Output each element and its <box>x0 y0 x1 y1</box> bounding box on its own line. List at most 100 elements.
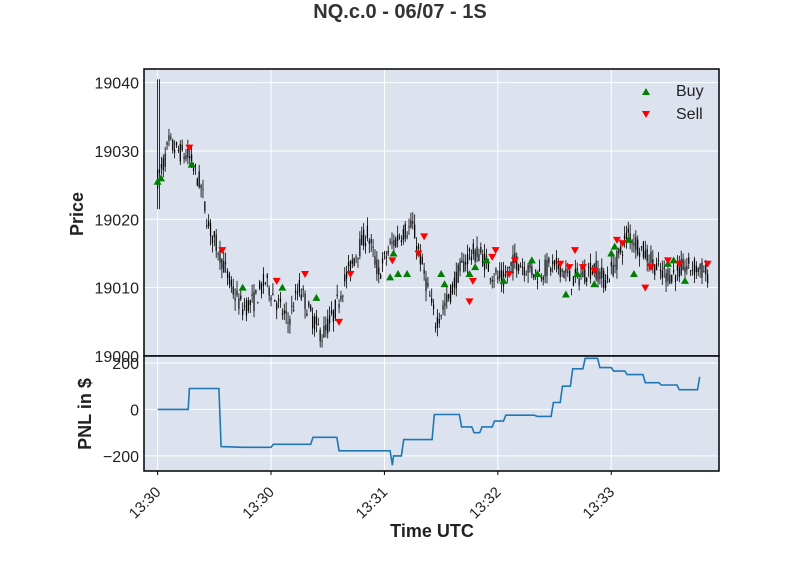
buy-marker <box>471 263 480 271</box>
price-candle-body <box>438 318 440 324</box>
price-candle-body <box>415 246 418 251</box>
price-candle-body <box>259 281 261 289</box>
price-candle-body <box>260 284 263 294</box>
price-candle-body <box>533 273 535 278</box>
price-candle-body <box>669 274 671 284</box>
price-candle-body <box>312 315 314 329</box>
price-candle-body <box>536 282 539 284</box>
price-candle-body <box>194 164 197 167</box>
price-candle-body <box>247 300 249 311</box>
price-candle-body <box>604 280 607 289</box>
price-candle-body <box>650 251 652 263</box>
price-candle-body <box>251 293 253 296</box>
price-candle-body <box>164 153 166 167</box>
price-candle-body <box>463 261 465 272</box>
sell-marker <box>272 277 281 285</box>
pnl-grid <box>144 356 719 471</box>
price-candle-body <box>557 261 559 270</box>
price-candle-body <box>226 270 229 278</box>
price-candle-body <box>353 258 355 266</box>
price-candle-body <box>531 266 533 276</box>
price-candle-body <box>202 188 204 190</box>
buy-marker <box>437 270 446 277</box>
price-candle-body <box>213 231 215 238</box>
price-candle-body <box>196 178 198 186</box>
sell-marker <box>414 250 423 258</box>
price-candle-body <box>192 166 195 171</box>
price-candle-body <box>168 135 170 141</box>
price-candle-body <box>440 315 442 317</box>
price-candle-body <box>563 271 565 279</box>
price-candle-body <box>321 340 323 342</box>
price-candle-body <box>550 268 552 272</box>
price-candle-body <box>661 270 663 278</box>
price-y-tick-label: 19030 <box>95 144 140 161</box>
price-candle-body <box>616 251 618 270</box>
buy-marker <box>607 249 616 257</box>
price-candle-body <box>319 329 321 342</box>
price-candle-body <box>294 290 297 293</box>
price-candle-body <box>574 268 576 275</box>
price-candle-body <box>544 259 546 277</box>
price-candle-body <box>423 269 425 274</box>
sell-marker <box>663 257 672 265</box>
price-candle-body <box>245 300 248 316</box>
pnl-y-tick-label: 200 <box>112 356 139 373</box>
price-candle-body <box>406 235 408 238</box>
price-candle-body <box>606 275 609 280</box>
price-candle-body <box>678 263 680 277</box>
price-candle-body <box>656 262 658 271</box>
price-candle-body <box>457 264 459 283</box>
price-candle-body <box>434 327 437 329</box>
price-candle-body <box>304 293 306 310</box>
price-candle-body <box>387 250 389 254</box>
sell-marker <box>301 271 310 278</box>
price-candle-body <box>276 303 278 310</box>
buy-marker <box>312 293 321 301</box>
price-candle-body <box>601 266 603 278</box>
price-candle-body <box>234 298 236 301</box>
chart-title: NQ.c.0 - 06/07 - 1S <box>313 1 486 23</box>
price-candle-body <box>618 248 620 254</box>
price-candle-body <box>621 254 624 256</box>
price-candle-body <box>264 282 266 284</box>
buy-marker <box>386 273 395 281</box>
price-candle-body <box>640 246 643 248</box>
price-candle-body <box>177 149 180 152</box>
buy-marker <box>278 283 287 291</box>
price-candle-body <box>389 241 391 243</box>
price-candle-body <box>221 259 223 269</box>
price-candle-body <box>521 266 524 268</box>
buy-marker <box>573 270 582 277</box>
price-candle-body <box>370 239 372 244</box>
x-tick-label: 13:31 <box>353 484 392 523</box>
price-candle-body <box>323 325 325 338</box>
price-candle-body <box>474 250 476 262</box>
x-axis-label: Time UTC <box>390 521 474 541</box>
price-candle-body <box>215 234 217 251</box>
price-candle-body <box>308 302 310 307</box>
pnl-panel: −200 0 200 PNL in $ <box>75 355 720 472</box>
x-tick-label: 13:30 <box>126 484 165 523</box>
price-candle-body <box>444 302 446 307</box>
price-candle-body <box>185 155 187 160</box>
price-candle-body <box>427 282 429 287</box>
sell-marker <box>618 240 627 248</box>
price-candle-body <box>302 288 304 291</box>
price-candle-body <box>357 257 359 260</box>
pnl-y-tick-label: −200 <box>103 449 139 466</box>
price-candle-body <box>296 292 299 295</box>
price-candle-body <box>347 262 350 267</box>
price-candle-body <box>546 259 548 276</box>
price-candle-body <box>211 235 214 244</box>
price-candle-body <box>266 274 268 278</box>
price-candle-body <box>665 273 667 283</box>
price-y-tick-label: 19040 <box>95 76 140 93</box>
sell-marker <box>703 260 712 268</box>
price-candle-body <box>313 316 316 330</box>
price-candle-body <box>663 267 665 270</box>
price-candle-body <box>397 234 399 241</box>
x-tick-label: 13:32 <box>466 484 505 523</box>
price-candle-body <box>631 240 633 244</box>
price-candle-body <box>191 154 193 166</box>
